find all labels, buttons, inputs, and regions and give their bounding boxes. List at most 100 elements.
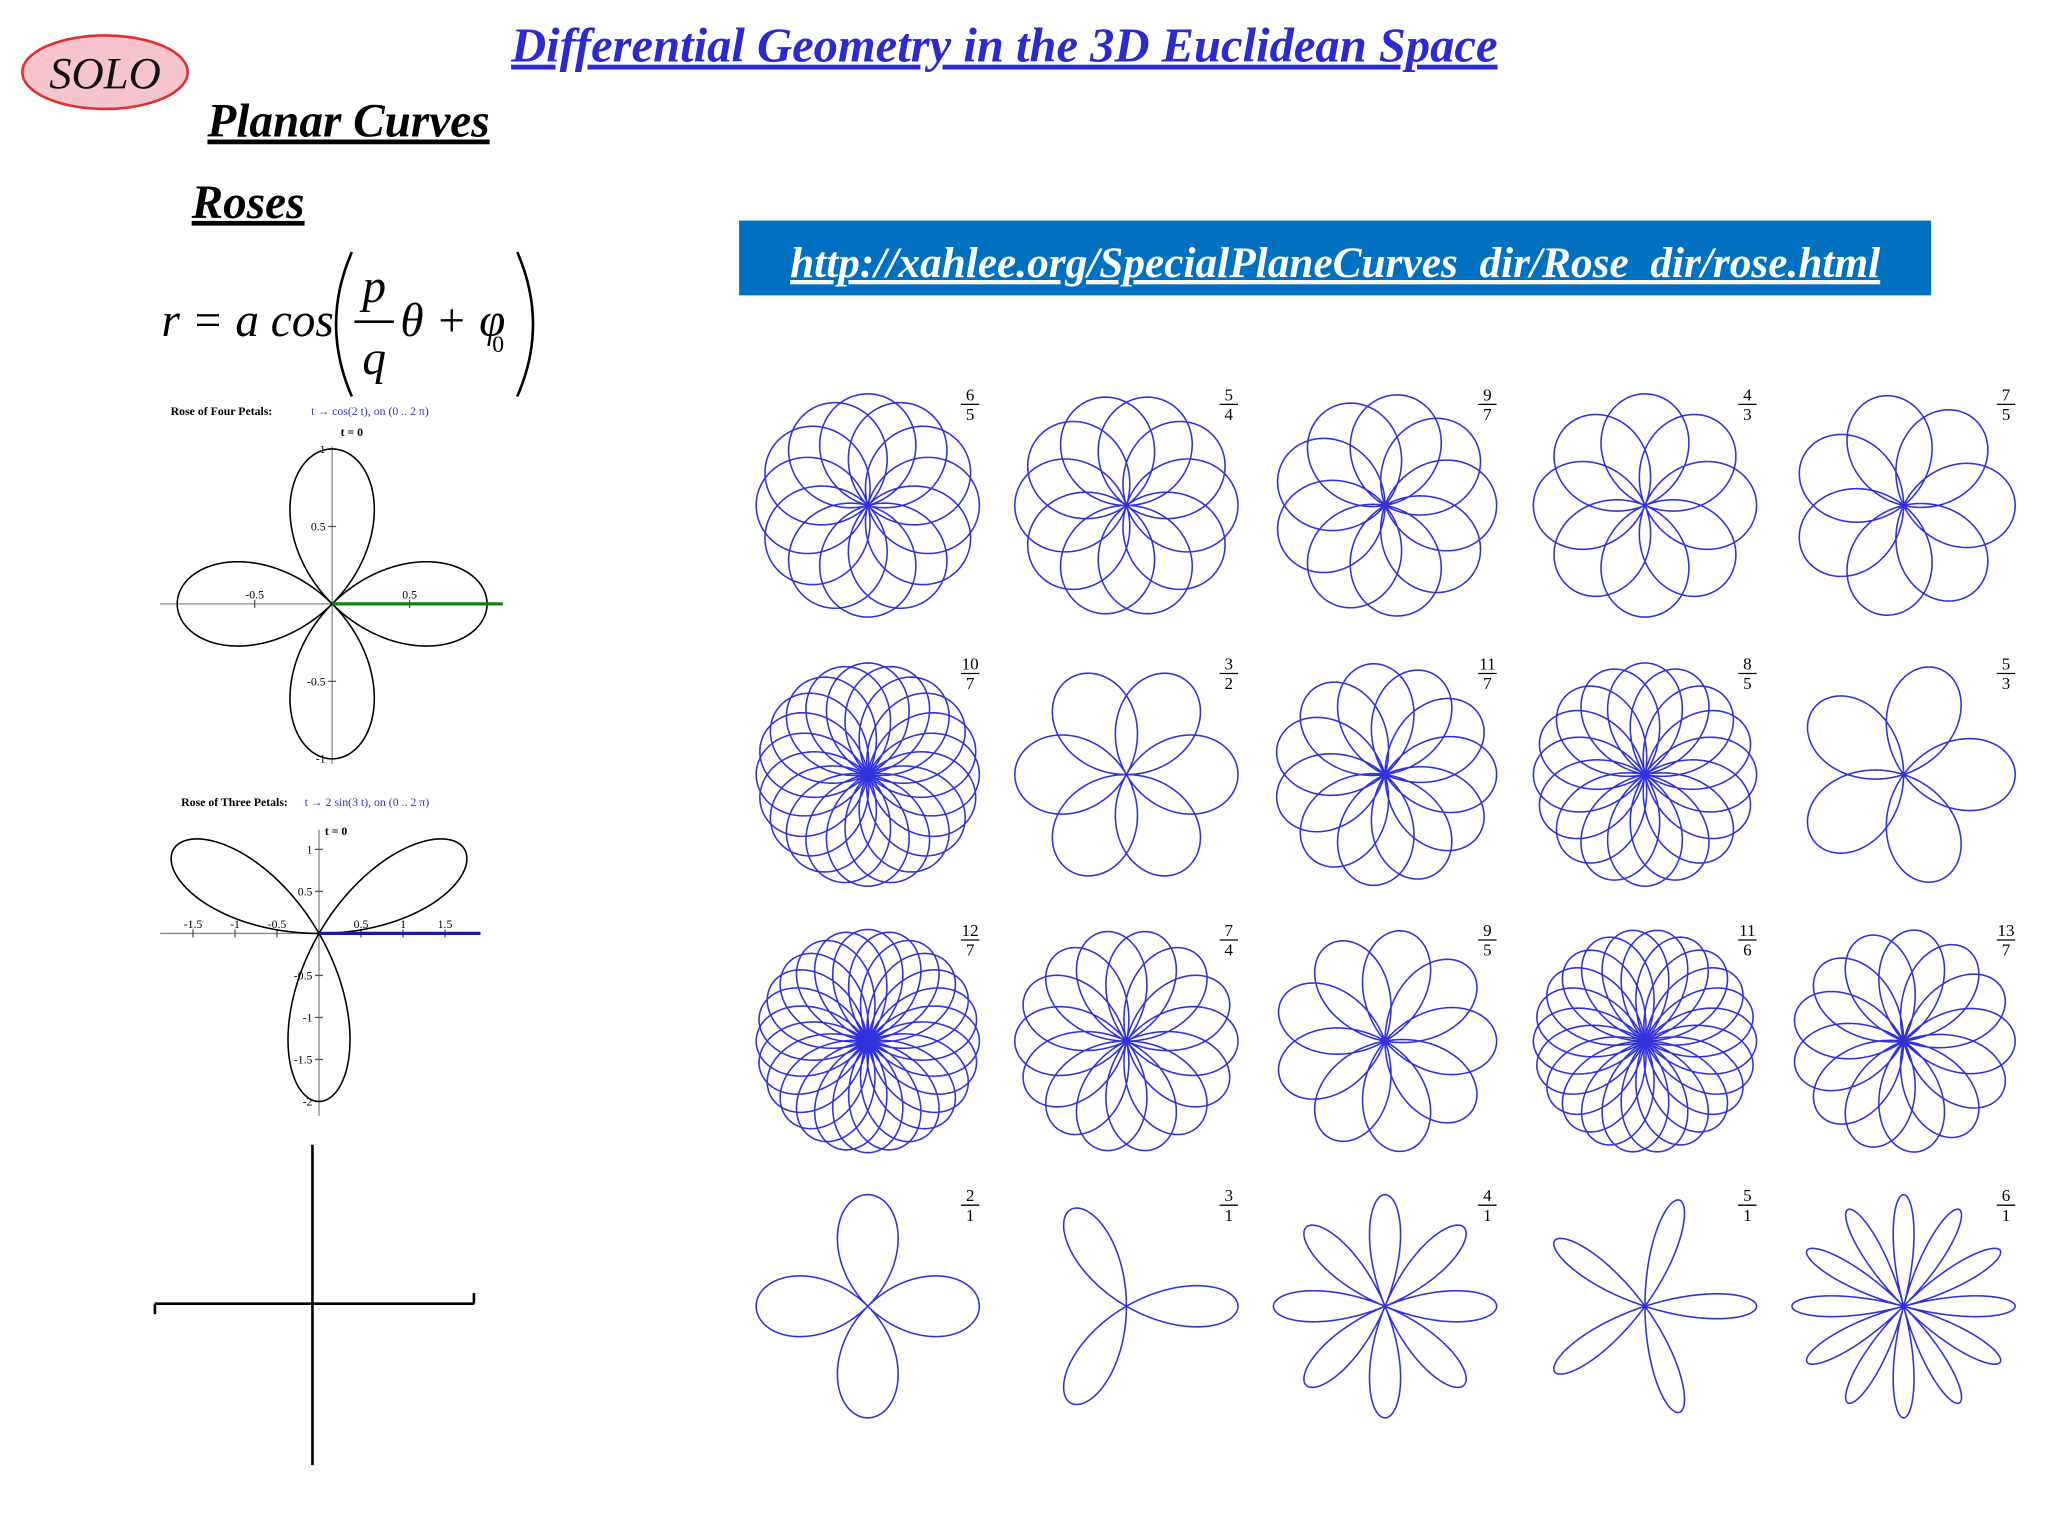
logo: SOLO <box>49 48 161 98</box>
y-tick-label: -1.5 <box>294 1052 313 1066</box>
title: Differential Geometry in the 3D Euclidea… <box>510 19 1497 73</box>
rose-numerator: 3 <box>1225 1186 1234 1205</box>
rose-curve <box>1272 1193 1498 1419</box>
rose-denominator: 7 <box>1483 405 1492 424</box>
rose-denominator: 7 <box>966 941 975 960</box>
rose-curve <box>755 662 981 887</box>
rose-denominator: 1 <box>2002 1206 2011 1225</box>
empty-axes <box>153 1144 476 1466</box>
rose-numerator: 11 <box>1739 921 1755 940</box>
rose-denominator: 4 <box>1225 405 1234 424</box>
rose-curve <box>1277 929 1498 1153</box>
rose-denominator: 1 <box>1483 1206 1492 1225</box>
formula: r = a cos p q θ + φ 0 <box>161 251 535 397</box>
y-tick-label: -0.5 <box>294 968 313 982</box>
y-tick-label: 1 <box>307 842 313 856</box>
y-tick-label: -2 <box>303 1094 313 1108</box>
rose-curve <box>755 928 981 1154</box>
x-tick-label: 0.5 <box>354 917 369 931</box>
formula-sub: 0 <box>492 332 504 358</box>
rose-curve <box>1798 394 2016 616</box>
x-tick-label: -0.5 <box>245 588 264 602</box>
x-tick-label: 1 <box>400 917 406 931</box>
rose-denominator: 3 <box>2002 674 2011 693</box>
rose-numerator: 13 <box>1997 921 2014 940</box>
rose-numerator: 5 <box>1225 385 1234 404</box>
x-tick-label: 1.5 <box>438 917 453 931</box>
y-tick-label: 1 <box>320 442 326 456</box>
polar-curve <box>176 448 488 760</box>
section: Planar Curves <box>206 96 489 148</box>
rose-numerator: 6 <box>966 385 975 404</box>
rose-numerator: 9 <box>1483 921 1492 940</box>
formula-rest: θ + φ <box>400 295 505 347</box>
rose-numerator: 2 <box>966 1186 975 1205</box>
rose-numerator: 9 <box>1483 385 1492 404</box>
rose-denominator: 4 <box>1225 941 1234 960</box>
x-tick-label: -0.5 <box>268 917 287 931</box>
plot-start: t = 0 <box>325 824 348 838</box>
rose-curve <box>1014 930 1239 1152</box>
paren <box>516 251 535 397</box>
rose-denominator: 5 <box>1743 674 1752 693</box>
y-tick-label: -0.5 <box>307 674 326 688</box>
logo-badge <box>21 34 190 111</box>
y-tick-label: -1 <box>316 752 326 766</box>
link-box <box>739 220 1932 296</box>
rose-curve <box>1276 394 1498 617</box>
rose-numerator: 8 <box>1743 655 1752 674</box>
rose-curve <box>1532 393 1758 618</box>
rose-curve <box>1532 929 1758 1153</box>
rose-numerator: 6 <box>2002 1186 2011 1205</box>
rose-numerator: 4 <box>1743 385 1752 404</box>
rose-curve <box>1793 929 2016 1153</box>
rose-denominator: 1 <box>966 1206 975 1225</box>
x-tick-label: 0.5 <box>402 588 417 602</box>
subsection: Roses <box>191 177 305 229</box>
rose-numerator: 10 <box>962 655 979 674</box>
rose-numerator: 5 <box>1743 1186 1752 1205</box>
rose-denominator: 3 <box>1743 405 1752 424</box>
rose-denominator: 1 <box>1743 1206 1752 1225</box>
rose-numerator: 5 <box>2002 655 2011 674</box>
rose-curve <box>1532 662 1758 887</box>
y-tick-label: -1 <box>303 1010 313 1024</box>
paren <box>334 251 354 397</box>
y-tick-label: 0.5 <box>311 519 326 533</box>
rose-denominator: 5 <box>2002 405 2011 424</box>
x-tick-label: -1 <box>230 917 240 931</box>
rose-denominator: 6 <box>1743 941 1752 960</box>
rose-curve <box>1014 396 1239 615</box>
formula-num: p <box>359 261 386 313</box>
rose-curve <box>1062 1207 1239 1406</box>
rose-denominator: 5 <box>1483 941 1492 960</box>
plot-expr: t → 2 sin(3 t), on (0 .. 2 π) <box>305 795 430 809</box>
rose-denominator: 7 <box>2002 941 2011 960</box>
plot-expr: t → cos(2 t), on (0 .. 2 π) <box>311 404 429 418</box>
rose-curve <box>1014 672 1239 877</box>
rose-numerator: 12 <box>962 921 979 940</box>
plot-start: t = 0 <box>341 425 364 439</box>
rose-denominator: 1 <box>1225 1206 1234 1225</box>
x-tick-label: -1.5 <box>184 917 203 931</box>
rose-numerator: 11 <box>1479 655 1495 674</box>
rose-denominator: 7 <box>1483 674 1492 693</box>
rose-numerator: 7 <box>1225 921 1234 940</box>
rose-denominator: 5 <box>966 405 975 424</box>
rose-denominator: 7 <box>966 674 975 693</box>
rose-curve <box>1553 1199 1758 1414</box>
plot-title: Rose of Three Petals: <box>181 795 288 809</box>
rose-denominator: 2 <box>1225 674 1234 693</box>
plot-title: Rose of Four Petals: <box>171 404 273 418</box>
rose-curve <box>1275 663 1498 887</box>
formula-den: q <box>362 333 386 385</box>
rose-numerator: 7 <box>2002 385 2011 404</box>
rose-curve <box>755 393 981 618</box>
rose-numerator: 4 <box>1483 1186 1492 1205</box>
rose-numerator: 3 <box>1225 655 1234 674</box>
rose-curve <box>1791 1193 2016 1419</box>
y-tick-label: 0.5 <box>298 884 313 898</box>
link[interactable]: http://xahlee.org/SpecialPlaneCurves_dir… <box>790 239 1880 287</box>
formula-lhs: r = a cos <box>161 295 333 347</box>
